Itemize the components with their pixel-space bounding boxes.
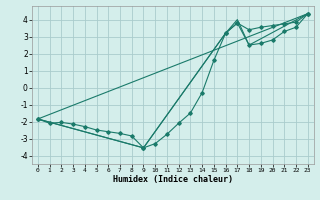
X-axis label: Humidex (Indice chaleur): Humidex (Indice chaleur) [113,175,233,184]
